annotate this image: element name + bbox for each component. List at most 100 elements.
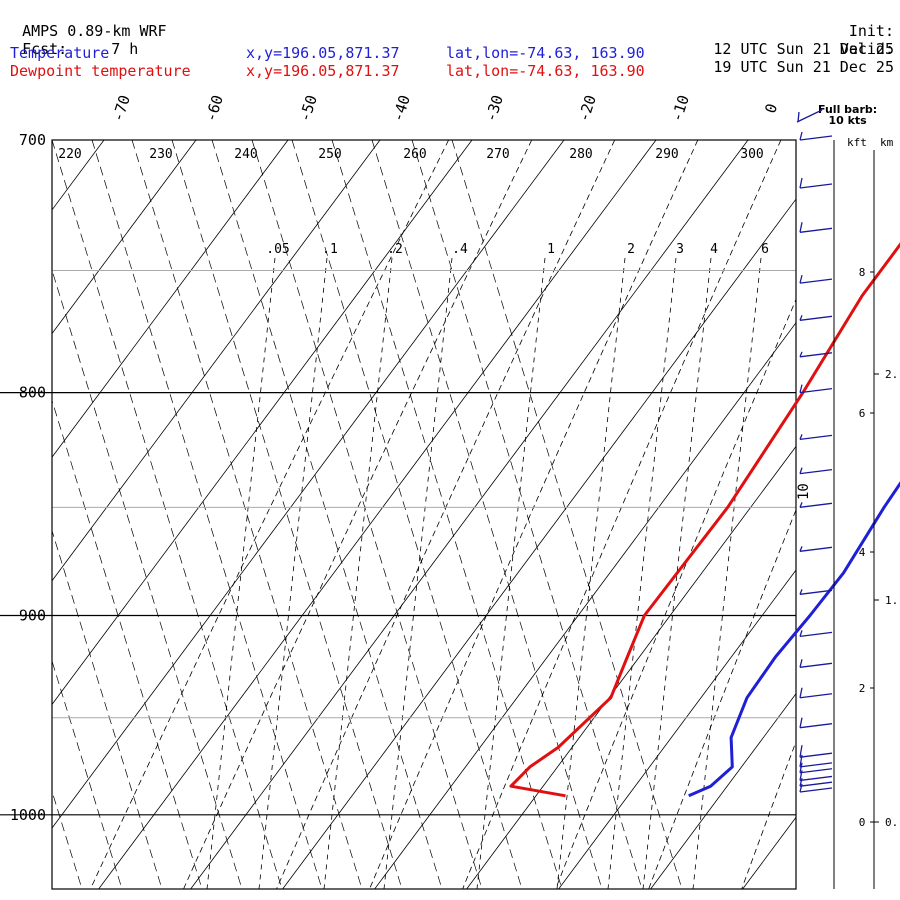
wind-barb <box>799 177 833 189</box>
wind-barb-staff <box>799 183 833 189</box>
wind-barb-flag <box>799 351 803 358</box>
isotherm <box>52 140 381 582</box>
mixing-ratio-label: .05 <box>266 242 289 257</box>
dry-adiabat <box>462 140 782 889</box>
km-tick-label: 2. <box>885 368 898 381</box>
temperature-tick-label: -10 <box>667 93 692 124</box>
wind-barb <box>799 434 833 440</box>
wind-barb-staff <box>799 315 833 321</box>
isotherm <box>52 140 197 335</box>
dry-adiabat-label: 230 <box>149 147 172 162</box>
wind-barb <box>799 778 833 787</box>
wind-barb-flag <box>799 762 803 773</box>
wind-and-height-panel: kft km 8 6 4 2 0 2. 1. 0. 10 <box>796 109 898 889</box>
mixing-ratio-line <box>258 257 328 889</box>
dry-adiabat-label: 270 <box>486 147 509 162</box>
mixing-ratio-label: .2 <box>387 242 403 257</box>
isotherm <box>558 569 796 889</box>
mixing-ratio-label: 1 <box>547 242 555 257</box>
moist-adiabat <box>52 399 203 889</box>
moist-adiabat <box>0 140 42 889</box>
legend-dewpoint-xy: x,y=196.05,871.37 <box>246 62 400 80</box>
legend-temperature-name: Temperature <box>10 44 110 62</box>
wind-barb-staff <box>799 752 833 758</box>
forecast-label: Fcst: <box>22 40 68 58</box>
dry-adiabat-label: 240 <box>234 147 257 162</box>
temperature-tick-label: -60 <box>201 93 226 124</box>
temperature-tick-label: -30 <box>481 93 506 124</box>
wind-barb-flag <box>799 546 803 552</box>
moist-adiabat <box>131 140 363 889</box>
kft-tick-label: 6 <box>859 407 866 420</box>
dry-adiabat <box>835 140 900 889</box>
wind-barb-flag <box>799 589 803 595</box>
forecast-value: 7 h <box>111 40 139 58</box>
wind-barb-flag <box>799 131 803 141</box>
wind-barb-flag <box>799 659 803 668</box>
wind-barb <box>799 783 833 793</box>
wind-barb <box>799 717 833 729</box>
legend-temperature-xy: x,y=196.05,871.37 <box>246 44 400 62</box>
dry-adiabat-label: 260 <box>403 147 426 162</box>
mixing-ratio-line <box>476 257 546 889</box>
wind-barb-staff <box>799 775 833 782</box>
dry-adiabat <box>183 140 533 889</box>
km-tick-label: 0. <box>885 816 898 829</box>
wind-barb <box>799 131 833 141</box>
kft-tick-label: 0 <box>859 816 866 829</box>
init-label: Init: <box>848 22 894 40</box>
wind-barb-staff <box>799 502 833 508</box>
dry-adiabat <box>648 508 796 889</box>
wind-barb-staff <box>799 434 833 440</box>
barb-legend-staff <box>796 109 823 123</box>
mixing-ratio-label: 3 <box>676 242 684 257</box>
legend-temperature-latlon: lat,lon=-74.63, 163.90 <box>446 44 645 62</box>
moist-adiabat <box>171 140 403 889</box>
wind-barb-staff <box>799 723 833 729</box>
barb-legend-flag <box>797 111 800 123</box>
isotherm <box>98 140 657 889</box>
wind-barb <box>799 467 833 475</box>
barb-note-line1: Full barb: <box>818 103 878 116</box>
pressure-tick-label: 700 <box>19 131 46 149</box>
wind-barb <box>799 589 833 595</box>
temperature-tick-label: 0 <box>761 101 781 115</box>
kft-tick-label: 4 <box>859 546 866 559</box>
wind-barb-flag <box>799 222 803 233</box>
isotherm <box>52 140 565 829</box>
mixing-ratio-line <box>383 257 453 889</box>
moist-adiabat <box>52 659 123 889</box>
wind-barb-flag <box>799 745 803 758</box>
wind-barb <box>799 762 833 774</box>
legend-dewpoint-latlon: lat,lon=-74.63, 163.90 <box>446 62 645 80</box>
barb-note-line2: 10 kts <box>828 114 867 127</box>
wind-barb <box>799 274 833 284</box>
isotherm <box>374 322 796 889</box>
dry-adiabat-label: 300 <box>740 147 763 162</box>
pressure-tick-label: 800 <box>19 384 46 402</box>
isotherm <box>0 140 12 889</box>
wind-barb-staff <box>799 227 833 233</box>
wind-barb <box>799 222 833 233</box>
isotherm <box>282 198 796 889</box>
wind-barb <box>799 502 833 508</box>
wind-barb <box>799 659 833 668</box>
moist-adiabat <box>371 140 603 889</box>
wind-barb-staff <box>799 352 833 358</box>
wind-barb <box>799 384 833 394</box>
isotherm <box>835 140 900 889</box>
wind-barb-staff <box>799 387 833 394</box>
wind-barb-staff <box>799 631 833 638</box>
valid-label: Valid: <box>839 40 894 58</box>
km-label: km <box>880 136 894 149</box>
isotherm <box>52 140 289 458</box>
dry-adiabat <box>369 140 699 889</box>
wind-barb-staff <box>799 787 833 793</box>
wind-barb-flag <box>799 434 803 440</box>
model-name: AMPS 0.89-km WRF <box>22 22 167 40</box>
mixing-ratio-label: 6 <box>761 242 769 257</box>
wind-barb <box>799 745 833 758</box>
legend-dewpoint-name: Dewpoint temperature <box>10 62 191 80</box>
